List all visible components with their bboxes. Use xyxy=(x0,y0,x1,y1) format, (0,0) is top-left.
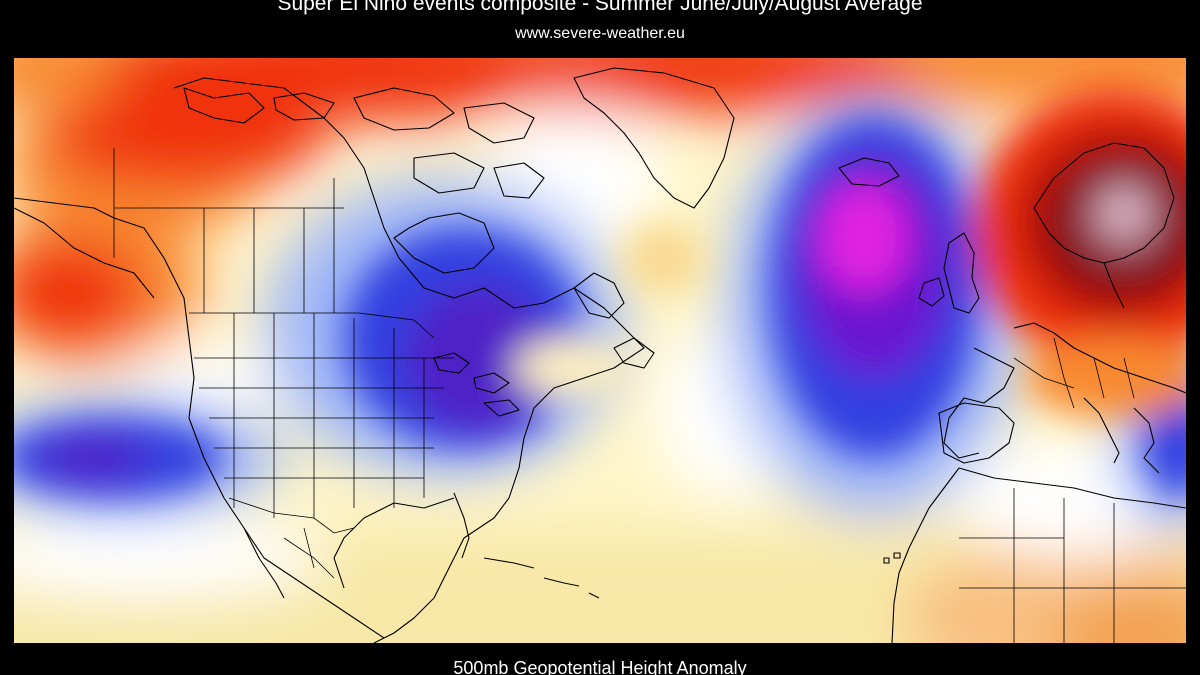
borders xyxy=(113,148,1186,643)
coastlines xyxy=(14,67,1186,643)
variable-label: 500mb Geopotential Height Anomaly xyxy=(453,658,747,675)
anomaly-map xyxy=(14,58,1186,643)
anomaly-cores xyxy=(14,88,1186,498)
source-url: www.severe-weather.eu xyxy=(515,25,685,42)
figure-title: Super El Nino events composite - Summer … xyxy=(277,0,923,15)
